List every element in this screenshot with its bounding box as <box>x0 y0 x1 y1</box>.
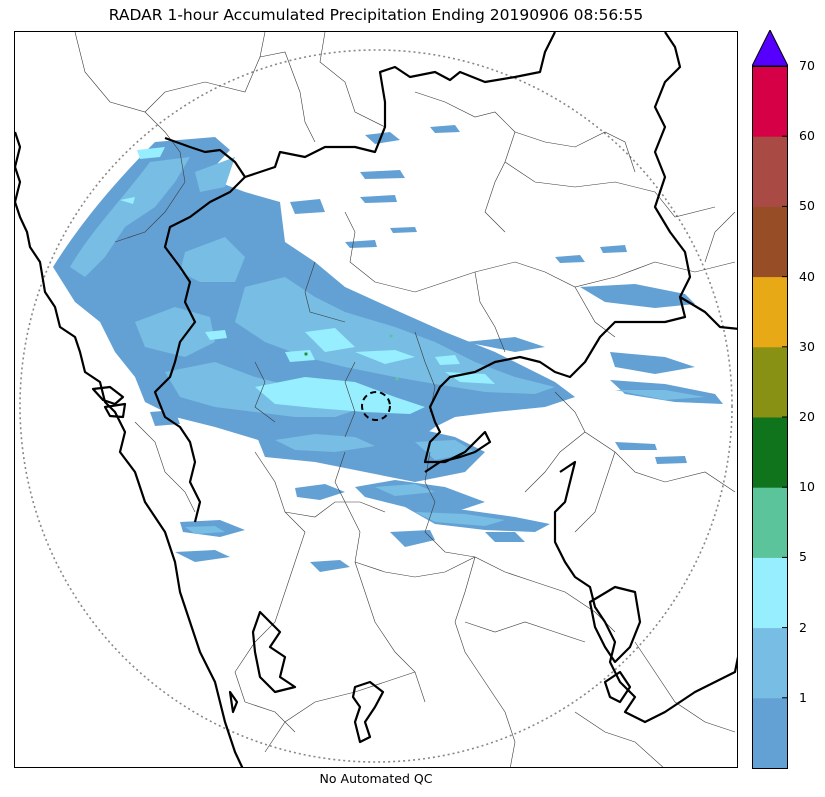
colorbar-tick-label: 70 <box>799 58 815 73</box>
radar-range-ring <box>19 49 733 763</box>
colorbar-bin-0 <box>752 697 788 769</box>
colorbar-ticks <box>782 65 788 699</box>
colorbar-tick-label: 40 <box>799 268 815 284</box>
colorbar-bin-1 <box>752 627 788 699</box>
colorbar-tick-label: 50 <box>799 198 815 214</box>
colorbar-tick-label: 60 <box>799 128 815 144</box>
colorbar-bins <box>752 66 788 769</box>
colorbar-tick-label: 5 <box>799 549 807 565</box>
precip-layer-10mm <box>304 334 399 381</box>
precip-layer-20mm <box>305 353 307 355</box>
colorbar-bin-2 <box>752 557 788 629</box>
colorbar-bin-4 <box>752 417 788 488</box>
radar-site-marker <box>361 391 391 421</box>
colorbar-tick-label: 2 <box>799 619 807 635</box>
qc-footer-note: No Automated QC <box>319 771 433 786</box>
colorbar-bin-3 <box>752 487 788 558</box>
colorbar-tick-label: 10 <box>799 479 815 495</box>
precip-layer-5mm <box>120 147 495 414</box>
district-borders <box>74 32 736 767</box>
colorbar-bin-8 <box>752 136 788 207</box>
radar-map[interactable] <box>14 31 738 768</box>
colorbar-bin-9 <box>752 66 788 137</box>
colorbar-tick-label: 30 <box>799 338 815 354</box>
colorbar-extend-arrow <box>752 30 788 67</box>
colorbar-bin-5 <box>752 346 788 418</box>
radar-map-svg <box>15 32 737 767</box>
colorbar-bin-6 <box>752 276 788 348</box>
state-borders-and-coastline <box>15 32 737 767</box>
map-title: RADAR 1-hour Accumulated Precipitation E… <box>108 6 644 24</box>
colorbar-bin-7 <box>752 206 788 278</box>
colorbar-tick-label: 20 <box>799 409 815 424</box>
precip-colorbar <box>752 30 788 769</box>
colorbar-tick-label: 1 <box>799 689 807 705</box>
